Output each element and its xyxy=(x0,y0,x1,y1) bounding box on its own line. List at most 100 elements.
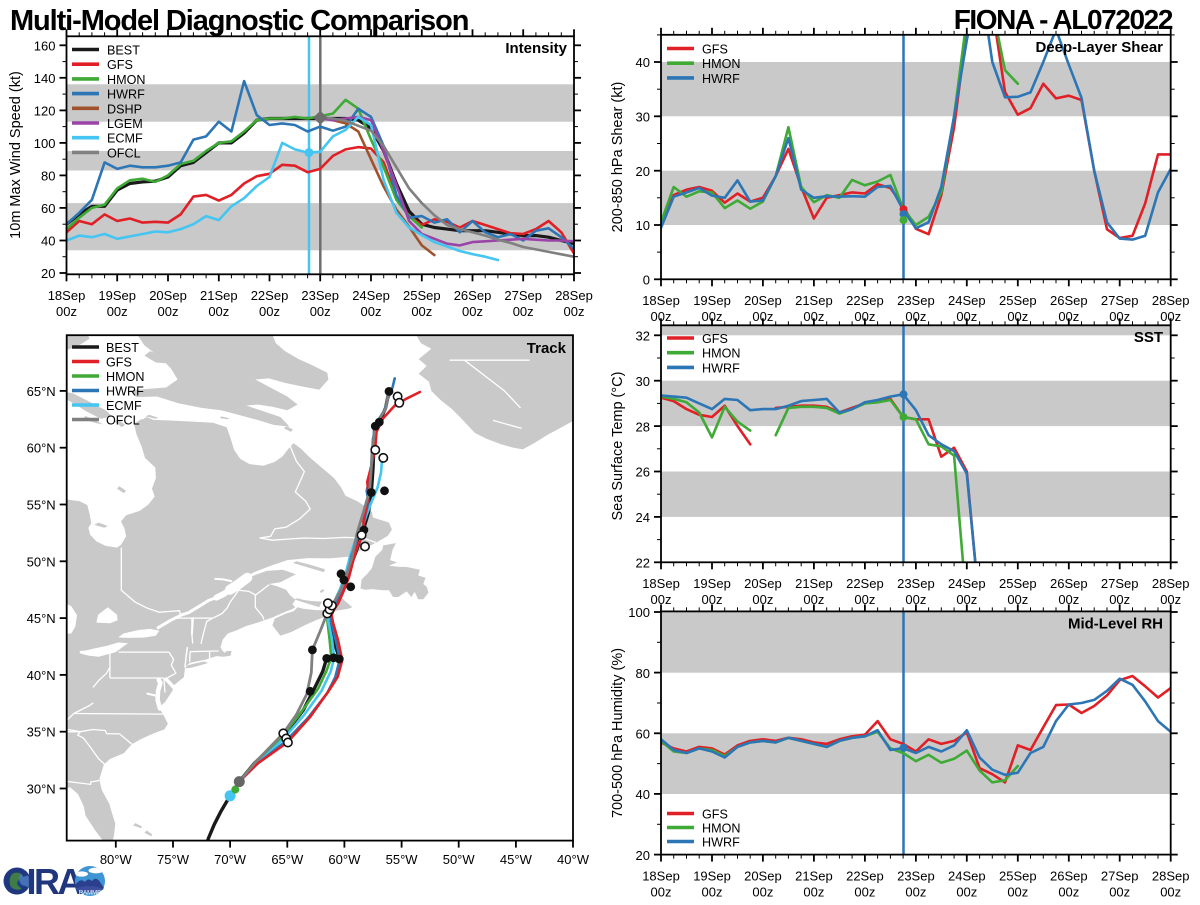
svg-text:25Sep: 25Sep xyxy=(999,868,1037,883)
svg-text:00z: 00z xyxy=(1160,592,1181,607)
svg-text:24Sep: 24Sep xyxy=(352,288,390,303)
svg-text:LGEM: LGEM xyxy=(107,117,143,131)
svg-text:28Sep: 28Sep xyxy=(1152,293,1190,308)
svg-text:28: 28 xyxy=(636,419,650,434)
svg-text:GFS: GFS xyxy=(702,43,728,57)
svg-text:26Sep: 26Sep xyxy=(454,288,492,303)
svg-text:00z: 00z xyxy=(702,592,723,607)
svg-text:00z: 00z xyxy=(956,884,977,899)
svg-text:45°W: 45°W xyxy=(500,852,533,867)
svg-text:27Sep: 27Sep xyxy=(1101,293,1139,308)
svg-text:20Sep: 20Sep xyxy=(744,868,782,883)
svg-text:GFS: GFS xyxy=(106,355,132,369)
svg-text:20: 20 xyxy=(636,848,650,863)
svg-text:22Sep: 22Sep xyxy=(846,868,884,883)
svg-text:40°N: 40°N xyxy=(27,668,56,683)
svg-text:20: 20 xyxy=(41,266,55,281)
svg-text:00z: 00z xyxy=(1109,592,1130,607)
svg-text:00z: 00z xyxy=(1160,884,1181,899)
svg-text:00z: 00z xyxy=(905,309,926,324)
svg-text:100: 100 xyxy=(628,605,650,620)
svg-text:20Sep: 20Sep xyxy=(744,293,782,308)
svg-text:60°N: 60°N xyxy=(27,441,56,456)
svg-text:27Sep: 27Sep xyxy=(1101,576,1139,591)
svg-text:00z: 00z xyxy=(208,304,229,319)
svg-text:00z: 00z xyxy=(259,304,280,319)
svg-text:55°W: 55°W xyxy=(386,852,419,867)
svg-text:100: 100 xyxy=(34,136,56,151)
svg-text:DSHP: DSHP xyxy=(107,102,142,116)
svg-text:BEST: BEST xyxy=(106,341,139,355)
svg-text:30: 30 xyxy=(636,110,650,125)
svg-text:80: 80 xyxy=(41,169,55,184)
svg-text:RAMMB: RAMMB xyxy=(79,891,101,897)
svg-text:Sea Surface Temp (°C): Sea Surface Temp (°C) xyxy=(610,372,626,521)
svg-text:00z: 00z xyxy=(1058,592,1079,607)
svg-text:00z: 00z xyxy=(702,309,723,324)
svg-text:200-850 hPa Shear (kt): 200-850 hPa Shear (kt) xyxy=(610,82,626,233)
svg-text:22Sep: 22Sep xyxy=(846,576,884,591)
svg-text:00z: 00z xyxy=(462,304,483,319)
svg-text:00z: 00z xyxy=(752,309,773,324)
svg-text:27Sep: 27Sep xyxy=(1101,868,1139,883)
svg-text:32: 32 xyxy=(636,329,650,344)
svg-text:50°N: 50°N xyxy=(27,554,56,569)
svg-text:22Sep: 22Sep xyxy=(846,293,884,308)
svg-text:GFS: GFS xyxy=(107,58,133,72)
svg-text:22Sep: 22Sep xyxy=(251,288,289,303)
svg-text:ECMF: ECMF xyxy=(107,132,143,146)
svg-text:00z: 00z xyxy=(564,304,585,319)
svg-text:00z: 00z xyxy=(1058,309,1079,324)
svg-text:00z: 00z xyxy=(513,304,534,319)
svg-text:28Sep: 28Sep xyxy=(1152,868,1190,883)
svg-text:CIRA: CIRA xyxy=(3,861,83,900)
svg-text:40: 40 xyxy=(636,787,650,802)
svg-text:00z: 00z xyxy=(651,592,672,607)
svg-text:26Sep: 26Sep xyxy=(1050,868,1088,883)
svg-text:00z: 00z xyxy=(956,309,977,324)
svg-text:65°W: 65°W xyxy=(271,852,304,867)
svg-text:Mid-Level RH: Mid-Level RH xyxy=(1068,616,1163,633)
svg-text:23Sep: 23Sep xyxy=(897,576,935,591)
svg-text:00z: 00z xyxy=(956,592,977,607)
svg-text:24: 24 xyxy=(636,510,650,525)
svg-text:50°W: 50°W xyxy=(443,852,476,867)
svg-text:19Sep: 19Sep xyxy=(693,868,731,883)
svg-text:OFCL: OFCL xyxy=(106,413,140,427)
svg-text:20: 20 xyxy=(636,164,650,179)
svg-text:HMON: HMON xyxy=(107,73,145,87)
svg-text:20Sep: 20Sep xyxy=(149,288,187,303)
svg-text:10: 10 xyxy=(636,218,650,233)
svg-text:80: 80 xyxy=(636,666,650,681)
svg-text:26Sep: 26Sep xyxy=(1050,293,1088,308)
svg-text:00z: 00z xyxy=(310,304,331,319)
svg-text:45°N: 45°N xyxy=(27,611,56,626)
svg-text:00z: 00z xyxy=(651,309,672,324)
svg-text:28Sep: 28Sep xyxy=(555,288,593,303)
svg-text:FIONA - AL072022: FIONA - AL072022 xyxy=(954,4,1173,35)
svg-text:Deep-Layer Shear: Deep-Layer Shear xyxy=(1035,39,1163,56)
svg-text:00z: 00z xyxy=(1109,309,1130,324)
svg-text:75°W: 75°W xyxy=(157,852,190,867)
svg-text:GFS: GFS xyxy=(702,332,728,346)
svg-text:18Sep: 18Sep xyxy=(642,576,680,591)
svg-text:40°W: 40°W xyxy=(557,852,590,867)
svg-text:30: 30 xyxy=(636,374,650,389)
svg-text:00z: 00z xyxy=(1109,884,1130,899)
svg-text:25Sep: 25Sep xyxy=(999,293,1037,308)
svg-text:00z: 00z xyxy=(905,592,926,607)
svg-text:21Sep: 21Sep xyxy=(795,293,833,308)
svg-text:10m Max Wind Speed (kt): 10m Max Wind Speed (kt) xyxy=(8,71,24,239)
svg-text:120: 120 xyxy=(34,104,56,119)
svg-text:HWRF: HWRF xyxy=(702,72,740,86)
svg-text:00z: 00z xyxy=(1007,309,1028,324)
svg-text:18Sep: 18Sep xyxy=(642,868,680,883)
svg-text:ECMF: ECMF xyxy=(106,399,142,413)
svg-text:24Sep: 24Sep xyxy=(948,576,986,591)
svg-text:22: 22 xyxy=(636,556,650,571)
svg-text:OFCL: OFCL xyxy=(107,146,141,160)
svg-text:40: 40 xyxy=(41,234,55,249)
svg-text:30°N: 30°N xyxy=(27,782,56,797)
svg-text:HMON: HMON xyxy=(702,822,740,836)
svg-text:20Sep: 20Sep xyxy=(744,576,782,591)
